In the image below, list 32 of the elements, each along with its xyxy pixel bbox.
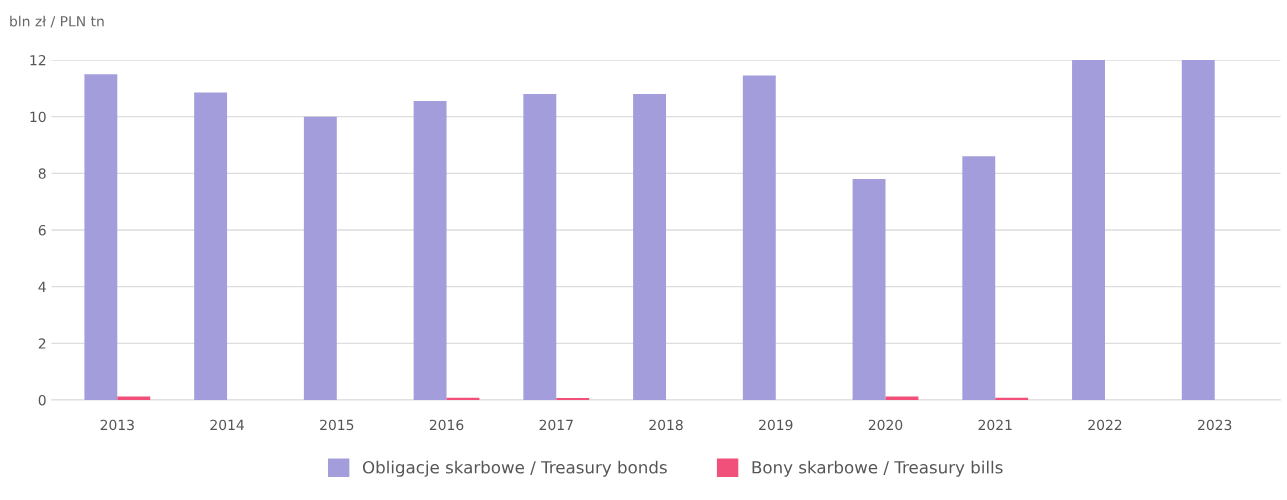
x-tick-label: 2017 xyxy=(539,419,573,431)
y-tick-label: 6 xyxy=(38,224,46,236)
y-tick-label: 10 xyxy=(30,111,46,123)
x-tick-label: 2014 xyxy=(210,419,244,431)
bar xyxy=(84,74,118,400)
bar xyxy=(523,94,557,400)
bar xyxy=(742,75,776,400)
legend-label: Obligacje skarbowe / Treasury bonds xyxy=(362,460,667,477)
y-tick-label: 12 xyxy=(30,54,46,66)
x-tick-label: 2020 xyxy=(868,419,903,431)
y-axis-title: bln zł / PLN tn xyxy=(10,15,104,28)
y-tick-label: 4 xyxy=(38,281,46,292)
x-tick-label: 2018 xyxy=(649,419,683,431)
bar xyxy=(852,179,886,400)
x-tick-label: 2023 xyxy=(1198,419,1232,431)
x-tick-label: 2016 xyxy=(429,419,464,431)
bar xyxy=(633,94,667,400)
bar xyxy=(962,156,996,400)
legend-label: Bony skarbowe / Treasury bills xyxy=(752,460,1003,477)
x-tick-label: 2015 xyxy=(320,419,354,431)
bar xyxy=(303,116,337,400)
x-tick-label: 2019 xyxy=(759,419,793,431)
y-tick-label: 2 xyxy=(38,338,46,349)
x-tick-label: 2022 xyxy=(1088,419,1122,431)
bar xyxy=(1072,60,1105,400)
x-tick-label: 2013 xyxy=(100,419,134,431)
bar xyxy=(194,92,228,400)
bar xyxy=(413,101,447,400)
y-tick-label: 8 xyxy=(38,168,46,179)
bar xyxy=(1181,60,1215,400)
x-tick-label: 2021 xyxy=(978,419,1012,431)
y-tick-label: 0 xyxy=(38,394,46,406)
